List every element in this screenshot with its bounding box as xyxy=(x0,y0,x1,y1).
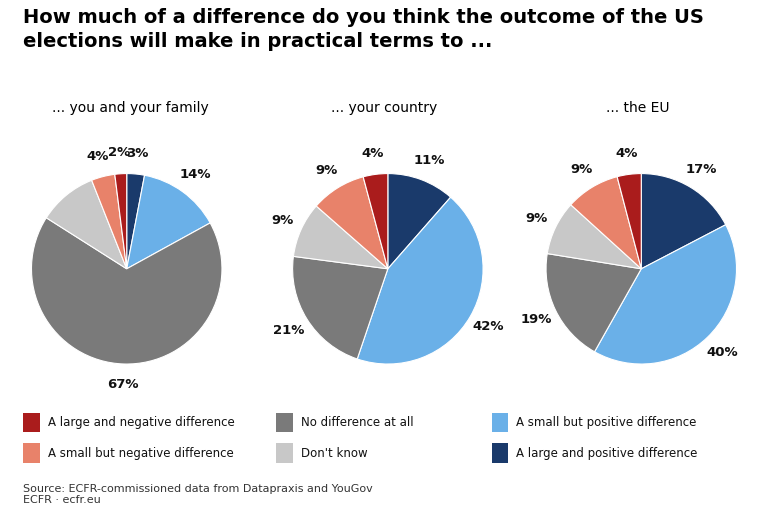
Text: 11%: 11% xyxy=(413,154,445,166)
Text: ... you and your family: ... you and your family xyxy=(52,101,209,115)
Text: 14%: 14% xyxy=(179,168,210,181)
Wedge shape xyxy=(617,174,641,269)
Wedge shape xyxy=(548,205,641,269)
Text: ... your country: ... your country xyxy=(331,101,437,115)
Wedge shape xyxy=(363,174,388,269)
Text: 40%: 40% xyxy=(707,346,738,359)
Text: 42%: 42% xyxy=(473,321,505,333)
Text: How much of a difference do you think the outcome of the US
elections will make : How much of a difference do you think th… xyxy=(23,8,704,51)
Text: 21%: 21% xyxy=(273,324,305,337)
Text: 9%: 9% xyxy=(316,164,338,177)
Wedge shape xyxy=(357,197,483,364)
Text: No difference at all: No difference at all xyxy=(301,416,414,429)
Wedge shape xyxy=(127,175,210,269)
Wedge shape xyxy=(293,257,388,359)
Text: 9%: 9% xyxy=(271,215,293,227)
Text: 4%: 4% xyxy=(87,150,109,163)
Wedge shape xyxy=(316,177,388,269)
Text: ... the EU: ... the EU xyxy=(606,101,669,115)
Text: A large and positive difference: A large and positive difference xyxy=(516,446,697,460)
Wedge shape xyxy=(114,174,127,269)
Wedge shape xyxy=(91,174,127,269)
Wedge shape xyxy=(293,206,388,269)
Text: A large and negative difference: A large and negative difference xyxy=(48,416,234,429)
Text: 3%: 3% xyxy=(127,146,149,160)
Text: A small but positive difference: A small but positive difference xyxy=(516,416,697,429)
Text: 2%: 2% xyxy=(108,146,131,159)
Wedge shape xyxy=(46,180,127,269)
Text: Don't know: Don't know xyxy=(301,446,368,460)
Text: A small but negative difference: A small but negative difference xyxy=(48,446,233,460)
Text: 9%: 9% xyxy=(525,212,548,225)
Wedge shape xyxy=(31,218,222,364)
Wedge shape xyxy=(127,174,144,269)
Text: 4%: 4% xyxy=(615,147,637,160)
Wedge shape xyxy=(546,253,641,352)
Text: 67%: 67% xyxy=(108,378,139,392)
Wedge shape xyxy=(641,174,726,269)
Wedge shape xyxy=(388,174,451,269)
Text: 19%: 19% xyxy=(521,313,552,326)
Text: 17%: 17% xyxy=(686,163,717,176)
Text: 4%: 4% xyxy=(362,147,384,160)
Text: Source: ECFR-commissioned data from Datapraxis and YouGov
ECFR · ecfr.eu: Source: ECFR-commissioned data from Data… xyxy=(23,484,372,505)
Wedge shape xyxy=(594,225,737,364)
Text: 9%: 9% xyxy=(570,163,592,176)
Wedge shape xyxy=(571,177,641,269)
